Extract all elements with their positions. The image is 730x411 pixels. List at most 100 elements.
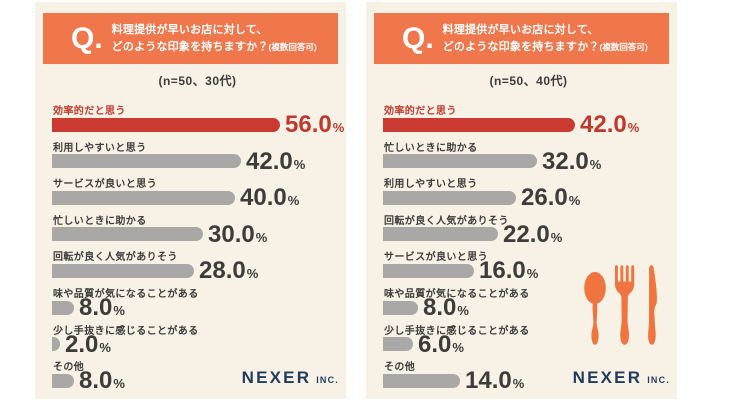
bar-value-unit: %	[287, 193, 300, 209]
bar	[383, 300, 418, 315]
bar-category-label: その他	[384, 362, 416, 374]
bar-value-unit: %	[550, 229, 563, 245]
bar-row: 回転が良く人気がありそう 22.0%	[383, 212, 677, 249]
bar-value-number: 14.0	[465, 367, 512, 395]
bar-value-number: 8.0	[79, 367, 113, 395]
bar	[383, 373, 460, 388]
bar-value: 22.0%	[503, 220, 563, 250]
bar-value: 2.0%	[65, 330, 111, 360]
bar-value-unit: %	[99, 339, 111, 355]
bar-category-label: 味や品質が気になることがある	[53, 289, 199, 300]
bar-category-label: 効率的だと思う	[384, 106, 457, 117]
nexer-logo: NEXER INC.	[242, 368, 339, 388]
bar	[383, 190, 516, 205]
bar-value-number: 8.0	[423, 294, 457, 321]
nexer-logo-suffix: INC.	[316, 375, 339, 385]
nexer-logo: NEXER INC.	[573, 368, 670, 388]
bar-value-unit: %	[113, 303, 125, 318]
bar-category-label: 少し手抜きに感じることがある	[384, 325, 530, 337]
nexer-logo-brand: NEXER	[241, 368, 312, 387]
bar-value-number: 16.0	[479, 257, 526, 285]
bar	[52, 337, 60, 352]
bar-category-label: 回転が良く人気がありそう	[53, 252, 178, 264]
bar-value-unit: %	[246, 266, 259, 282]
bar-value: 16.0%	[479, 259, 538, 286]
question-note: (複数回答可)	[599, 41, 648, 52]
bar-value: 42.0%	[246, 147, 305, 177]
bar-category-label: サービスが良いと思う	[384, 252, 488, 264]
bar-row: その他 14.0%	[383, 358, 677, 395]
bar-value-unit: %	[457, 303, 469, 318]
question-line1: 料理提供が早いお店に対して、	[111, 23, 268, 36]
bar-category-label: その他	[53, 362, 85, 374]
bar-value: 8.0%	[79, 296, 125, 323]
question-note: (複数回答可)	[268, 41, 317, 52]
bar	[383, 154, 537, 169]
bar	[383, 263, 474, 278]
question-mark-label: Q.	[402, 21, 434, 55]
bar	[52, 117, 280, 132]
bar-category-label: 忙しいときに助かる	[384, 142, 478, 154]
sample-size-subtitle: (n=50、30代)	[158, 74, 237, 88]
question-line2: どのような印象を持ちますか？(複数回答可)	[112, 39, 317, 56]
bar-row: 味や品質が気になることがある 8.0%	[383, 285, 677, 322]
bar-row: 効率的だと思う 42.0%	[383, 102, 677, 139]
bar-category-label: 利用しやすいと思う	[384, 179, 478, 191]
bar-value-unit: %	[452, 339, 464, 355]
bar-value-unit: %	[627, 120, 640, 135]
bar-value: 56.0%	[285, 113, 344, 140]
bar-value-number: 32.0	[542, 147, 589, 175]
bar-row: サービスが良いと思う 40.0%	[52, 175, 346, 212]
question-header: Q. 料理提供が早いお店に対して、 どのような印象を持ちますか？(複数回答可)	[43, 13, 338, 64]
bar-value: 14.0%	[465, 369, 524, 396]
question-line2: どのような印象を持ちますか？(複数回答可)	[443, 39, 648, 56]
bar-value: 8.0%	[79, 369, 125, 396]
bar-row: 忙しいときに助かる 32.0%	[383, 139, 677, 176]
bar-category-label: 効率的だと思う	[53, 106, 126, 117]
question-line2-text: どのような印象を持ちますか？	[111, 40, 269, 53]
bar-row: 利用しやすいと思う 26.0%	[383, 175, 677, 212]
bar	[52, 373, 74, 388]
bar-value: 26.0%	[521, 186, 580, 213]
bar	[52, 227, 203, 242]
bar-value-unit: %	[255, 229, 268, 245]
bar-value-number: 8.0	[79, 294, 113, 321]
bar-category-label: 回転が良く人気がありそう	[384, 215, 509, 227]
bar-row: 少し手抜きに感じることがある 6.0%	[383, 322, 677, 359]
nexer-logo-suffix: INC.	[647, 375, 670, 385]
bar-value-unit: %	[113, 376, 125, 392]
bar-value-number: 42.0	[580, 111, 627, 138]
bar-value-number: 30.0	[208, 220, 255, 248]
bar-row: 効率的だと思う 56.0%	[52, 102, 346, 139]
survey-panel-40s: Q. 料理提供が早いお店に対して、 どのような印象を持ちますか？(複数回答可) …	[366, 2, 677, 399]
bar	[52, 190, 235, 205]
bar-value: 28.0%	[199, 259, 258, 286]
bar-value-unit: %	[512, 376, 525, 392]
survey-panel-30s: Q. 料理提供が早いお店に対して、 どのような印象を持ちますか？(複数回答可) …	[35, 2, 346, 399]
bar-value: 30.0%	[208, 220, 268, 250]
bar-row: その他 8.0%	[52, 358, 346, 395]
spoon-icon	[584, 272, 606, 345]
bar-category-label: 忙しいときに助かる	[53, 215, 147, 227]
bar-value-number: 28.0	[199, 257, 246, 285]
bar	[383, 117, 575, 132]
bar-row: 少し手抜きに感じることがある 2.0%	[52, 322, 346, 359]
bar-value-number: 42.0	[246, 147, 293, 175]
bar	[52, 300, 74, 315]
bar-value-number: 2.0	[65, 330, 99, 358]
bar	[52, 154, 241, 169]
bar-value: 42.0%	[580, 113, 639, 140]
fork-icon	[615, 265, 635, 345]
bar-value-number: 6.0	[418, 330, 452, 358]
bar-chart: 効率的だと思う 56.0% 利用しやすいと思う 42.0% サービスが良いと思う 40.0…	[35, 2, 346, 399]
question-header: Q. 料理提供が早いお店に対して、 どのような印象を持ちますか？(複数回答可)	[374, 13, 669, 64]
bar-value: 8.0%	[423, 296, 469, 323]
bar-value-number: 22.0	[503, 220, 550, 248]
bar-value-number: 26.0	[521, 184, 568, 212]
bar-value-unit: %	[332, 120, 345, 135]
bar	[383, 227, 498, 242]
bar-row: 忙しいときに助かる 30.0%	[52, 212, 346, 249]
bar-value: 32.0%	[542, 147, 601, 177]
bar-row: 利用しやすいと思う 42.0%	[52, 139, 346, 176]
